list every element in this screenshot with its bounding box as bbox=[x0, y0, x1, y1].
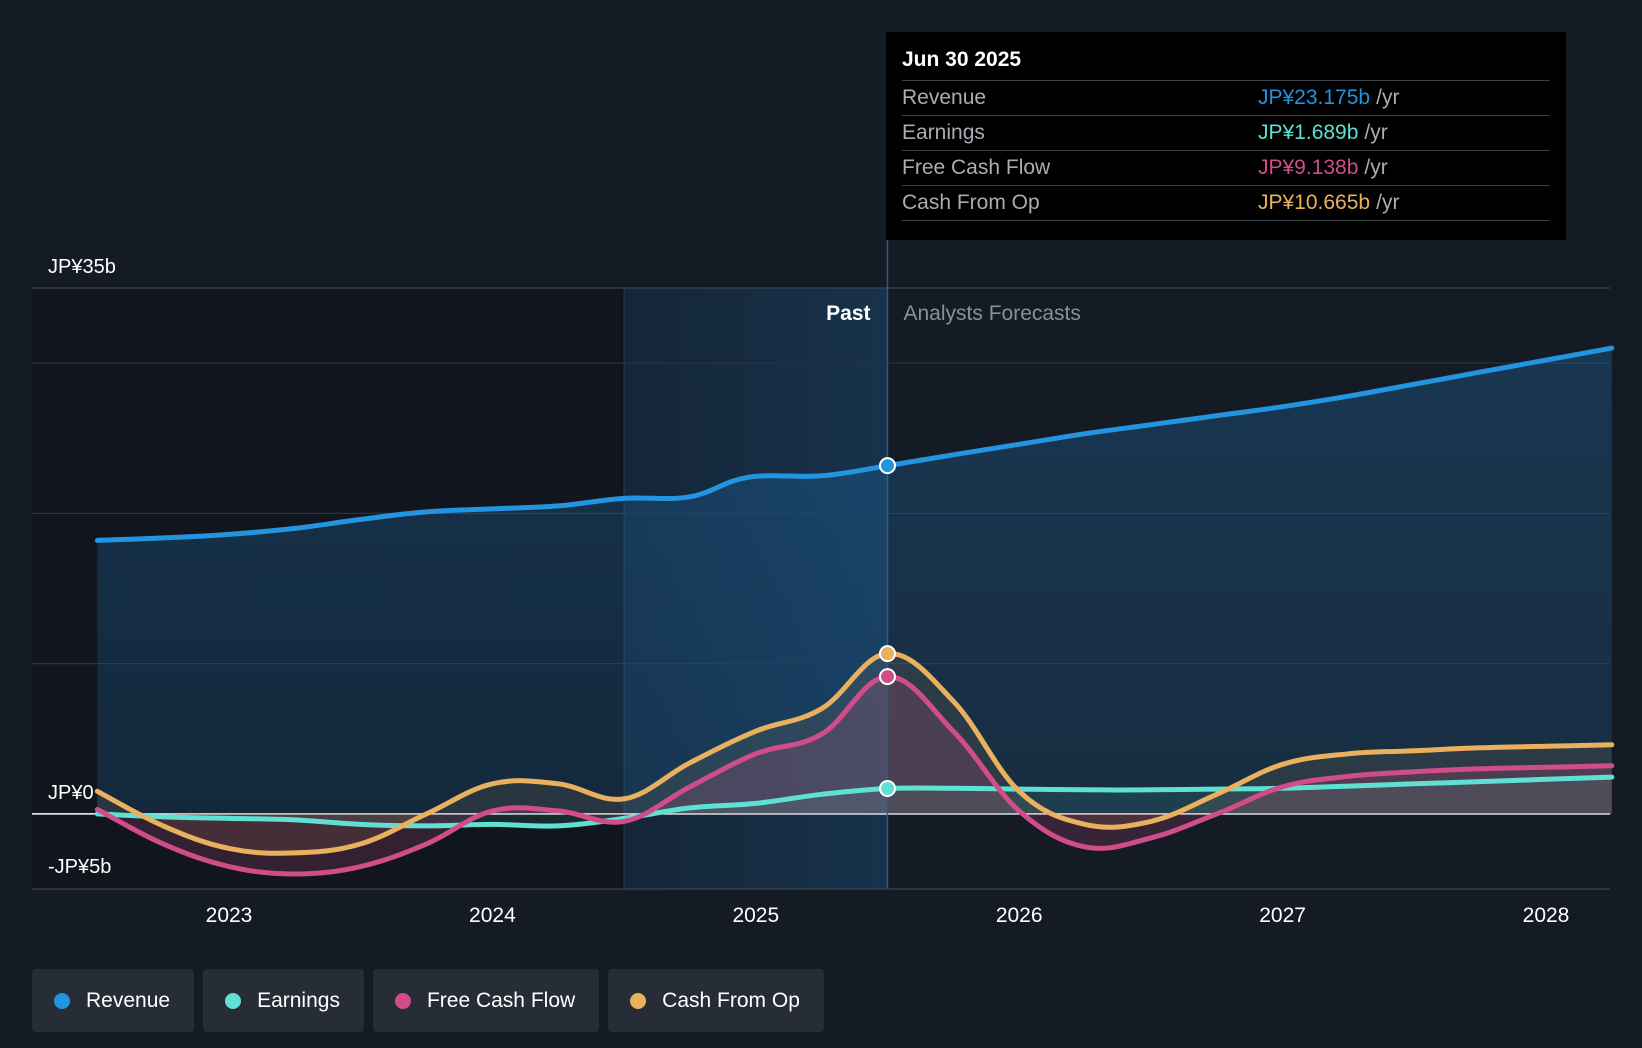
tooltip-value: JP¥10.665b bbox=[1258, 191, 1371, 214]
y-axis-labels: JP¥35b JP¥0 -JP¥5b bbox=[48, 256, 116, 878]
forecast-label: Analysts Forecasts bbox=[904, 302, 1081, 325]
cash-from-op-marker bbox=[879, 645, 896, 663]
tooltip-unit: /yr bbox=[1364, 156, 1388, 179]
legend-dot-icon bbox=[54, 992, 70, 1009]
tooltip-date: Jun 30 2025 bbox=[902, 46, 1550, 81]
tooltip-value: JP¥23.175b bbox=[1258, 86, 1371, 109]
revenue-line bbox=[94, 345, 1615, 543]
x-tick-label: 2028 bbox=[1523, 904, 1570, 927]
x-tick-label: 2024 bbox=[469, 904, 516, 927]
tooltip-value: JP¥1.689b bbox=[1258, 121, 1359, 144]
tooltip-row-cash-from-op: Cash From Op JP¥10.665b /yr bbox=[902, 186, 1550, 221]
tooltip-unit: /yr bbox=[1376, 86, 1400, 109]
tooltip-unit: /yr bbox=[1364, 121, 1388, 144]
tooltip-label: Revenue bbox=[902, 86, 987, 109]
tooltip-label: Cash From Op bbox=[902, 191, 1040, 214]
legend: Revenue Earnings Free Cash Flow Cash Fro… bbox=[32, 969, 824, 1032]
tooltip-row-free-cash-flow: Free Cash Flow JP¥9.138b /yr bbox=[902, 151, 1550, 186]
tooltip-label: Free Cash Flow bbox=[902, 156, 1051, 179]
free-cash-flow-area bbox=[97, 676, 1612, 874]
legend-dot-icon bbox=[225, 992, 242, 1009]
legend-label: Earnings bbox=[257, 988, 340, 1012]
x-tick-label: 2025 bbox=[732, 904, 779, 927]
series-areas bbox=[97, 348, 1612, 874]
x-axis-labels: 2023 2024 2025 2026 2027 2028 bbox=[206, 904, 1570, 927]
free-cash-flow-line bbox=[94, 674, 1615, 877]
legend-item-revenue[interactable]: Revenue bbox=[32, 969, 195, 1032]
revenue-area bbox=[97, 348, 1612, 814]
x-tick-label: 2026 bbox=[996, 904, 1043, 927]
legend-item-earnings[interactable]: Earnings bbox=[203, 969, 364, 1032]
past-label: Past bbox=[826, 302, 870, 325]
legend-label: Free Cash Flow bbox=[426, 988, 576, 1012]
highlight-markers bbox=[879, 457, 896, 797]
legend-label: Revenue bbox=[86, 988, 171, 1012]
tooltip-label: Earnings bbox=[902, 121, 985, 144]
cash-from-op-line bbox=[94, 651, 1615, 856]
tooltip-value: JP¥9.138b bbox=[1258, 156, 1359, 179]
legend-label: Cash From Op bbox=[662, 988, 800, 1012]
y-tick-label: JP¥0 bbox=[48, 782, 94, 804]
x-tick-label: 2023 bbox=[206, 904, 253, 927]
revenue-marker bbox=[879, 457, 896, 475]
earnings-marker bbox=[879, 779, 896, 797]
legend-item-free-cash-flow[interactable]: Free Cash Flow bbox=[372, 969, 600, 1032]
series-lines bbox=[94, 345, 1615, 877]
legend-dot-icon bbox=[630, 992, 647, 1009]
legend-item-cash-from-op[interactable]: Cash From Op bbox=[608, 969, 824, 1032]
cash-from-op-area bbox=[97, 653, 1612, 854]
tooltip-unit: /yr bbox=[1376, 191, 1400, 214]
tooltip-row-earnings: Earnings JP¥1.689b /yr bbox=[902, 116, 1550, 151]
y-tick-label: -JP¥5b bbox=[48, 856, 111, 878]
legend-dot-icon bbox=[394, 992, 411, 1009]
earnings-line bbox=[94, 774, 1615, 829]
x-tick-label: 2027 bbox=[1259, 904, 1306, 927]
tooltip: Jun 30 2025 Revenue JP¥23.175b /yr Earni… bbox=[886, 32, 1566, 240]
y-tick-label: JP¥35b bbox=[48, 256, 116, 278]
tooltip-row-revenue: Revenue JP¥23.175b /yr bbox=[902, 81, 1550, 116]
free-cash-flow-marker bbox=[879, 668, 896, 686]
